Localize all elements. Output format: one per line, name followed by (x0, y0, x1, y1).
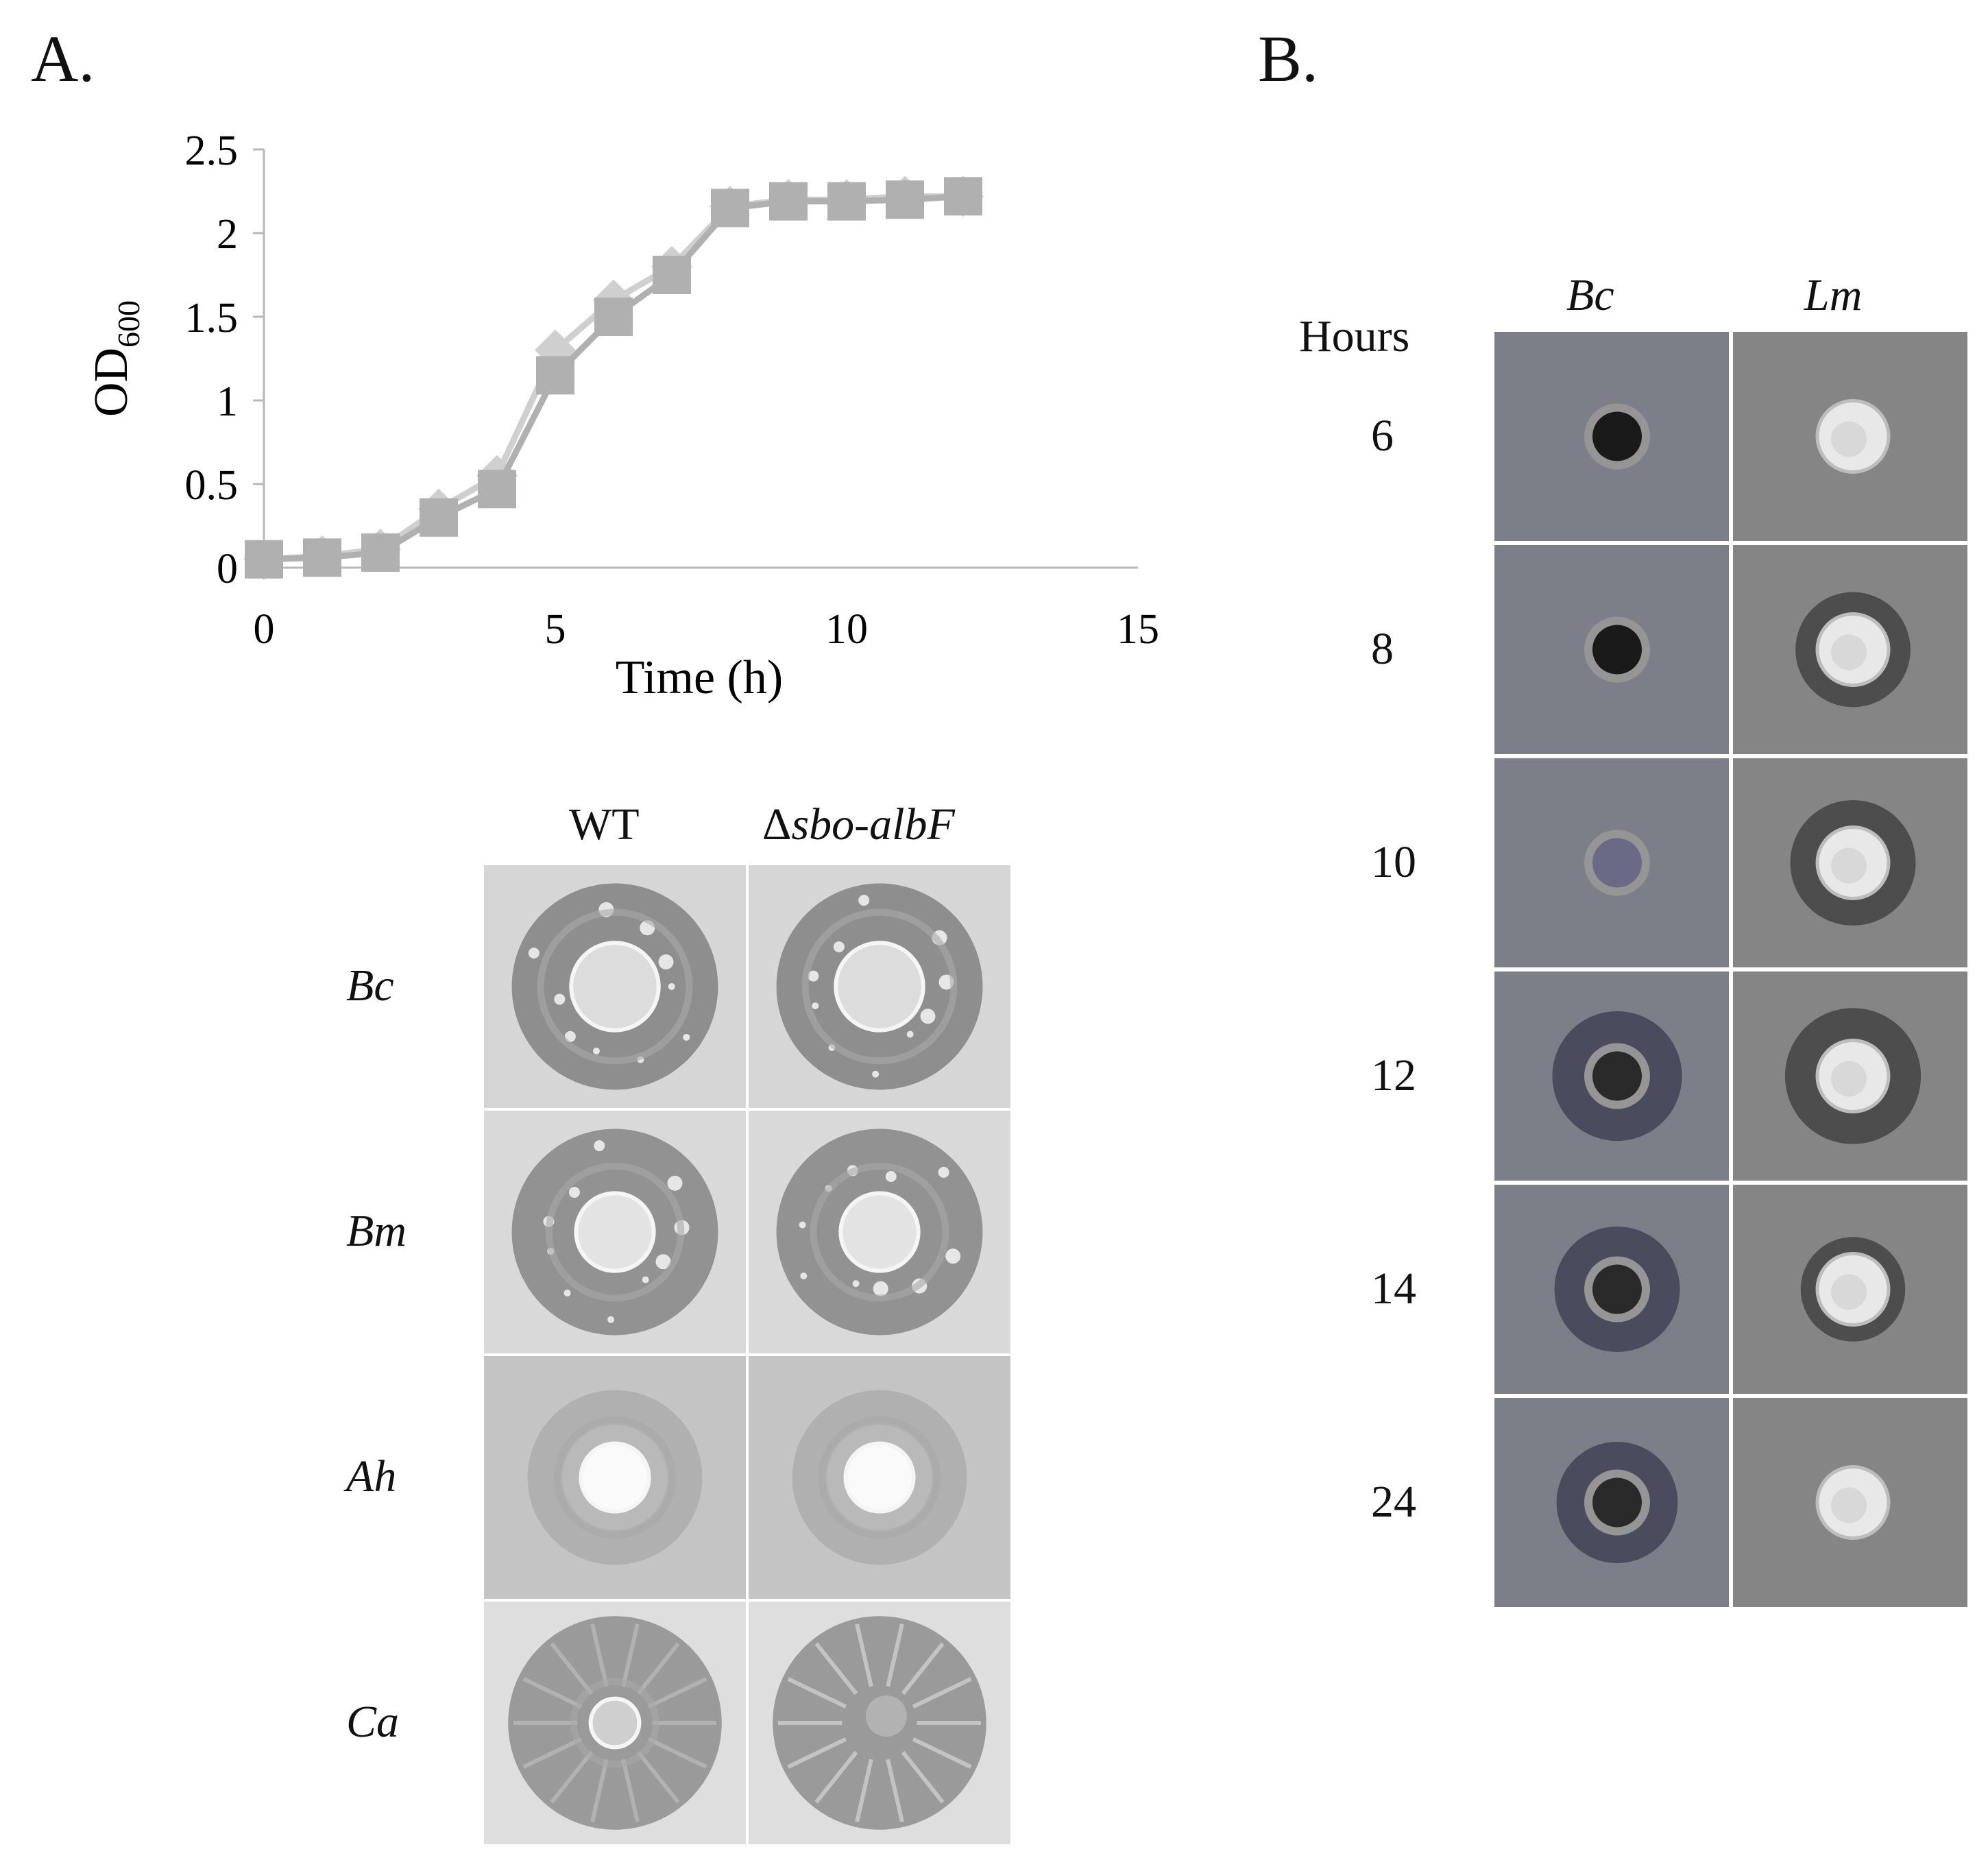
plate-lm-12h (1733, 971, 1967, 1181)
data-point-square (711, 189, 749, 228)
row-label-bm: Bm (346, 1206, 407, 1256)
data-point-square (653, 256, 691, 294)
data-point-square (536, 356, 574, 395)
plate-ah-wt (484, 1356, 746, 1599)
plate-bc-14h (1494, 1185, 1729, 1394)
y-tick-label: 2 (217, 211, 238, 258)
x-tick-label: 0 (254, 606, 275, 653)
y-tick-label: 1 (217, 378, 238, 425)
data-point-square (827, 182, 866, 221)
plate-bc-mutant (749, 865, 1010, 1108)
hours-row-24: 24 (1371, 1476, 1416, 1527)
data-point-square (303, 538, 341, 577)
data-point-square (944, 177, 982, 216)
data-point-square (420, 498, 458, 537)
delta-symbol: Δ (762, 799, 792, 849)
plate-bc-10h (1494, 758, 1729, 967)
hours-row-10: 10 (1371, 836, 1416, 887)
row-label-bc: Bc (346, 961, 394, 1011)
x-tick-label: 15 (1117, 606, 1159, 653)
plate-bc-12h (1494, 971, 1729, 1181)
series-line (263, 193, 964, 563)
series-line (263, 193, 963, 563)
x-tick-label: 10 (825, 606, 868, 653)
row-label-ca: Ca (346, 1697, 400, 1747)
y-axis-title-subscript: 600 (111, 300, 146, 348)
y-tick-label: 0.5 (185, 462, 239, 509)
plate-ca-mutant (749, 1602, 1010, 1844)
plate-lm-10h (1733, 758, 1967, 967)
plate-ca-wt (484, 1602, 746, 1844)
row-label-ah: Ah (346, 1451, 397, 1501)
plate-bc-wt (484, 865, 746, 1108)
data-point-square (361, 533, 400, 572)
plate-bm-wt (484, 1111, 746, 1353)
plate-bc-24h (1494, 1398, 1729, 1607)
hours-header: Hours (1299, 311, 1410, 361)
hours-row-14: 14 (1371, 1263, 1416, 1314)
hours-row-12: 12 (1371, 1050, 1416, 1100)
column-header-wt: WT (569, 799, 640, 849)
data-point-square (478, 470, 516, 509)
data-point-square (594, 298, 633, 336)
data-point-square (769, 182, 808, 221)
hours-row-6: 6 (1371, 410, 1394, 461)
y-tick-label: 1.5 (185, 295, 239, 341)
data-point-square (886, 180, 924, 219)
y-tick-label: 0 (217, 546, 238, 592)
plate-lm-6h (1733, 332, 1967, 541)
plate-lm-24h (1733, 1398, 1967, 1607)
column-header-bc: Bc (1566, 270, 1614, 320)
y-axis-title-main: OD (85, 348, 138, 417)
x-tick-label: 5 (545, 606, 566, 653)
panel-b-letter: B. (1258, 22, 1319, 95)
plate-bc-8h (1494, 545, 1729, 754)
plate-lm-14h (1733, 1185, 1967, 1394)
panel-a-letter: A. (31, 22, 95, 95)
plate-ah-mutant (749, 1356, 1010, 1599)
column-header-lm: Lm (1804, 270, 1863, 320)
y-axis-title: OD600 (85, 300, 146, 417)
growth-curve-chart: 0 0.5 1 1.5 2 2.5 0 5 10 15 Time (h) OD600 (85, 128, 1159, 704)
mutant-label: sbo-albF (791, 799, 955, 849)
data-point-square (245, 540, 283, 579)
plate-bc-6h (1494, 332, 1729, 541)
plate-bm-mutant (749, 1111, 1010, 1353)
plate-lm-8h (1733, 545, 1967, 754)
hours-row-8: 8 (1371, 623, 1394, 674)
y-tick-label: 2.5 (185, 128, 239, 174)
x-axis-title: Time (h) (616, 651, 783, 704)
column-header-mutant: Δsbo-albF (762, 802, 955, 847)
